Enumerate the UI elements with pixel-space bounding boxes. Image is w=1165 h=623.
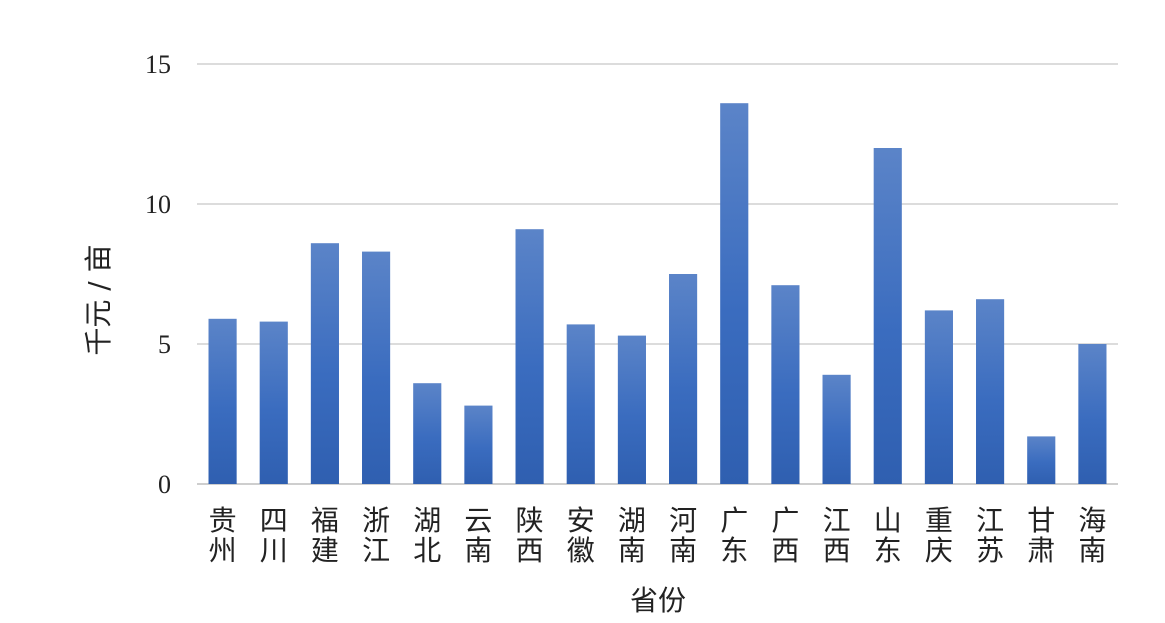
x-category-label: 南 [618, 534, 646, 567]
x-category-label: 甘 [1027, 504, 1055, 537]
x-category-label: 苏 [976, 534, 1004, 567]
x-axis-title: 省份 [630, 584, 686, 617]
y-tick-label: 0 [158, 470, 171, 499]
x-category-label: 云 [464, 504, 492, 537]
x-category-label: 徽 [567, 534, 595, 567]
x-category-label: 浙 [362, 504, 390, 537]
x-category-label: 江 [362, 534, 390, 567]
x-category-label: 西 [771, 534, 799, 567]
bar-1 [259, 321, 288, 484]
bar-9 [669, 274, 698, 484]
x-category-label: 南 [669, 534, 697, 567]
bar-12 [822, 374, 851, 484]
bar-14 [924, 310, 953, 484]
x-category-label: 南 [464, 534, 492, 567]
x-category-label: 广 [720, 504, 748, 537]
x-category-label: 海 [1078, 504, 1106, 537]
y-tick-label: 15 [145, 50, 171, 79]
bars [208, 103, 1107, 484]
x-category-label: 南 [1078, 534, 1106, 567]
bar-11 [771, 285, 800, 484]
x-category-label: 四 [260, 504, 288, 537]
x-category-label: 江 [823, 504, 851, 537]
y-tick-label: 5 [158, 330, 171, 359]
gridlines [197, 63, 1118, 485]
bar-16 [1027, 436, 1056, 484]
bar-7 [566, 324, 595, 484]
bar-13 [873, 148, 902, 484]
bar-3 [362, 251, 391, 484]
bar-5 [464, 405, 493, 484]
x-category-label: 重 [925, 504, 953, 537]
bar-2 [310, 243, 339, 484]
x-category-label: 山 [874, 504, 902, 537]
x-category-label: 东 [720, 534, 748, 567]
bar-17 [1078, 344, 1107, 484]
x-category-label: 安 [567, 504, 595, 537]
x-category-label: 北 [413, 534, 441, 567]
x-category-label: 广 [771, 504, 799, 537]
bar-10 [720, 103, 749, 484]
x-category-label: 肃 [1027, 534, 1055, 567]
x-category-label: 建 [311, 534, 339, 567]
x-category-label: 湖 [413, 504, 441, 537]
x-category-label: 川 [260, 534, 288, 567]
x-category-label: 西 [823, 534, 851, 567]
x-category-label: 州 [209, 534, 237, 567]
x-category-label: 江 [976, 504, 1004, 537]
x-category-label: 河 [669, 504, 697, 537]
y-tick-label: 10 [145, 190, 171, 219]
x-category-label: 庆 [925, 534, 953, 567]
x-category-label: 湖 [618, 504, 646, 537]
x-category-label: 陕 [516, 504, 544, 537]
y-tick-labels: 0 5 10 15 [145, 50, 171, 499]
bar-4 [413, 383, 442, 484]
bar-15 [976, 299, 1005, 484]
bar-8 [617, 335, 646, 484]
x-category-label: 西 [516, 534, 544, 567]
bar-0 [208, 318, 237, 484]
x-category-label: 贵 [209, 504, 237, 537]
y-axis-title: 千元 / 亩 [82, 244, 115, 355]
x-category-label: 东 [874, 534, 902, 567]
bar-6 [515, 229, 544, 484]
x-category-label: 福 [311, 504, 339, 537]
